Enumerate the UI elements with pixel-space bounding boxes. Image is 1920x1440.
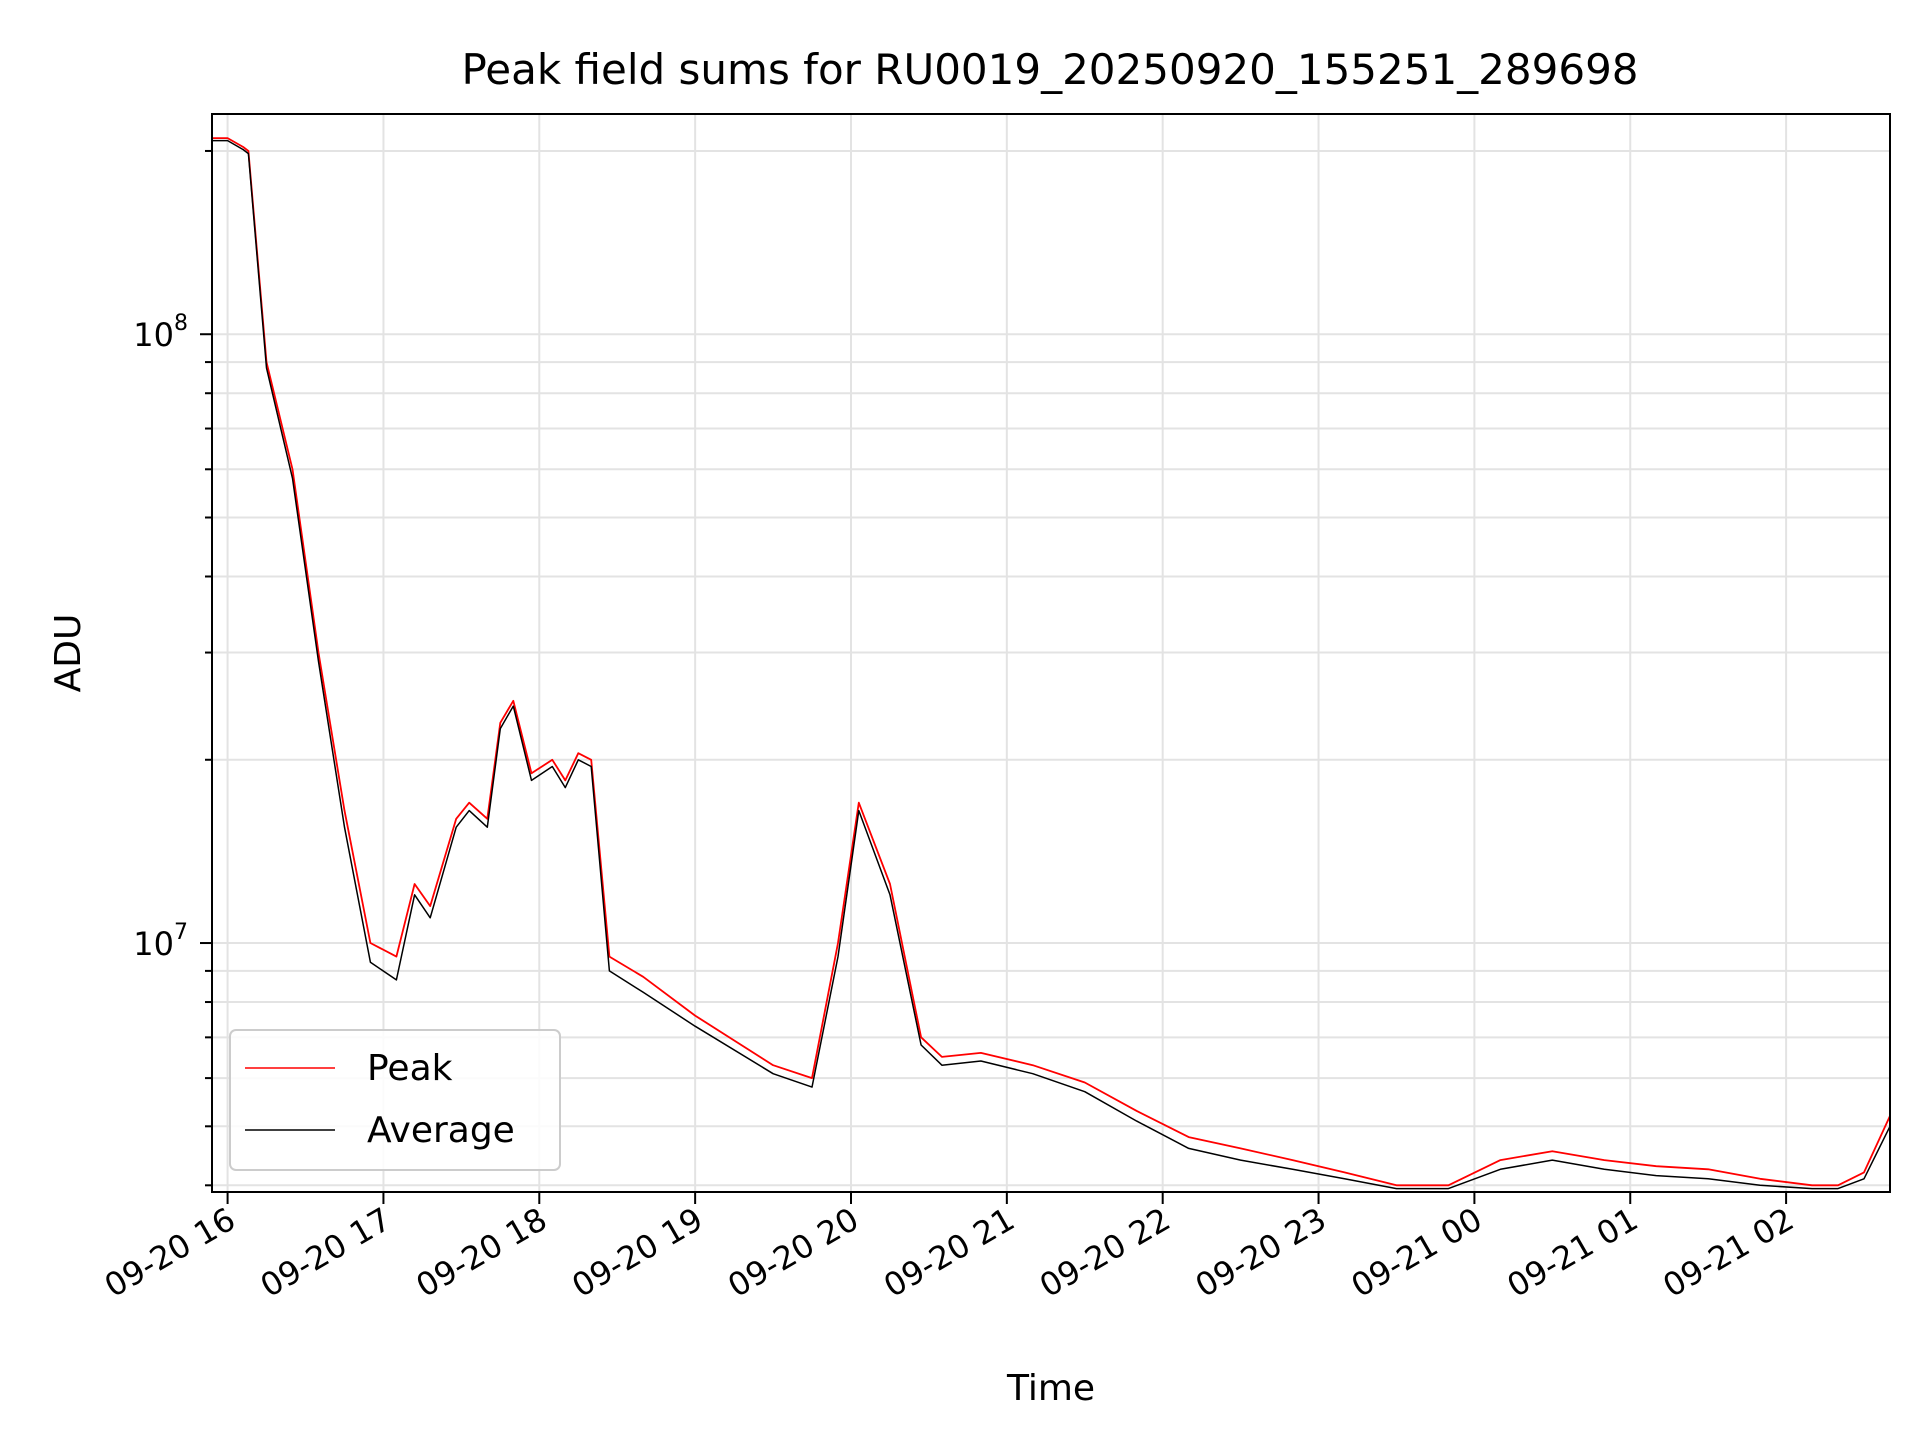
y-tick-base: 10 (133, 316, 174, 354)
legend: Peak Average (229, 1029, 561, 1171)
legend-label-average: Average (367, 1110, 515, 1151)
y-tick-base: 10 (133, 925, 174, 963)
series-line-peak (212, 137, 1891, 1187)
y-tick-label: 107 (133, 920, 188, 963)
y-tick-exponent: 8 (174, 311, 188, 336)
legend-label-peak: Peak (367, 1048, 453, 1089)
x-axis-label: Time (1006, 1368, 1095, 1409)
y-tick-label: 108 (133, 311, 188, 354)
series-layer (212, 137, 1891, 1190)
series-line-average (212, 139, 1891, 1190)
grid (212, 114, 1890, 1192)
y-tick-exponent: 7 (174, 920, 188, 945)
legend-box (229, 1029, 561, 1171)
y-axis-label: ADU (48, 614, 89, 693)
chart-title: Peak field sums for RU0019_20250920_1552… (461, 45, 1638, 94)
